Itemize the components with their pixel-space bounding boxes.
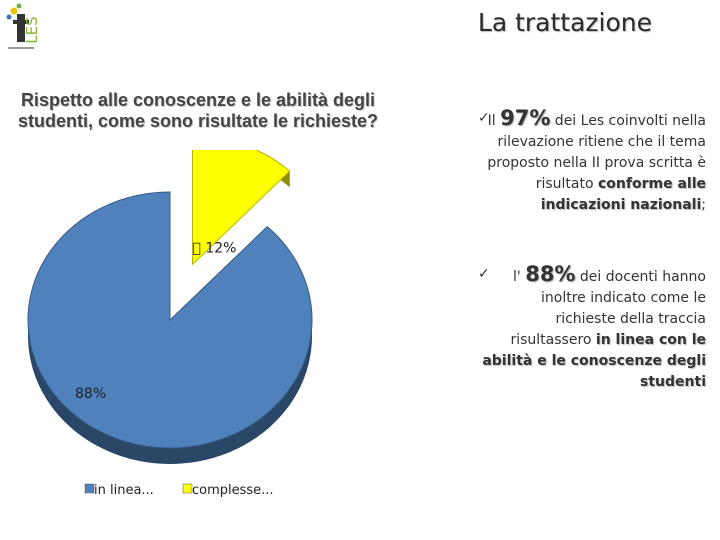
finding-item-1: ✓ Il 97% dei Les coinvolti nella rilevaz… [478,108,706,216]
finding-item-2: ✓ l' 88% dei docenti hanno inoltre indic… [478,264,706,393]
logo-figure [17,14,25,42]
question-line-2: studenti, come sono risultate le richies… [17,111,379,131]
finding-2-body: dei docenti hanno inoltre indicato come … [510,269,706,348]
pie-legend: in linea... complesse... [84,483,274,498]
logo-text: LES [23,16,41,43]
check-icon: ✓ [478,266,490,282]
les-logo: LES [6,3,41,49]
legend-label-1: complesse... [192,483,274,498]
finding-2-bold: in linea con le abilità e le conoscenze … [482,332,706,390]
finding-2-pre: l' [513,269,526,285]
logo-dot-yellow [10,7,18,15]
logo-dot-blue [6,14,12,20]
legend-swatch-0 [84,483,95,494]
logo-dot-green [16,3,22,9]
pie-data-label-1: 88% [75,386,106,402]
legend-label-0: in linea... [94,483,154,498]
slide-title: La trattazione [477,8,652,37]
pie-data-label-0:   12% [193,240,237,256]
pie-data-labels:   12% 88% [75,240,236,402]
check-icon: ✓ [478,110,490,126]
pie-slice-0 [192,150,291,266]
finding-2-percent: 88% [525,262,576,286]
finding-1-bold: conforme alle indicazioni nazionali [540,176,706,213]
question-line-1: Rispetto alle conoscenze e le abilità de… [20,90,376,110]
pie-top-layer [27,150,313,449]
finding-1-pre: Il [487,113,501,129]
finding-1-percent: 97% [500,106,551,130]
finding-1-tail: ; [701,197,706,213]
question-text: Rispetto alle conoscenze e le abilità de… [8,90,388,132]
legend-swatch-1 [182,483,193,494]
finding-1-body: dei Les coinvolti nella rilevazione riti… [487,113,706,192]
findings-list: ✓ Il 97% dei Les coinvolti nella rilevaz… [478,108,706,393]
pie-slice-1 [27,191,313,449]
pie-chart:   12% 88% in linea... complesse... [27,150,313,498]
